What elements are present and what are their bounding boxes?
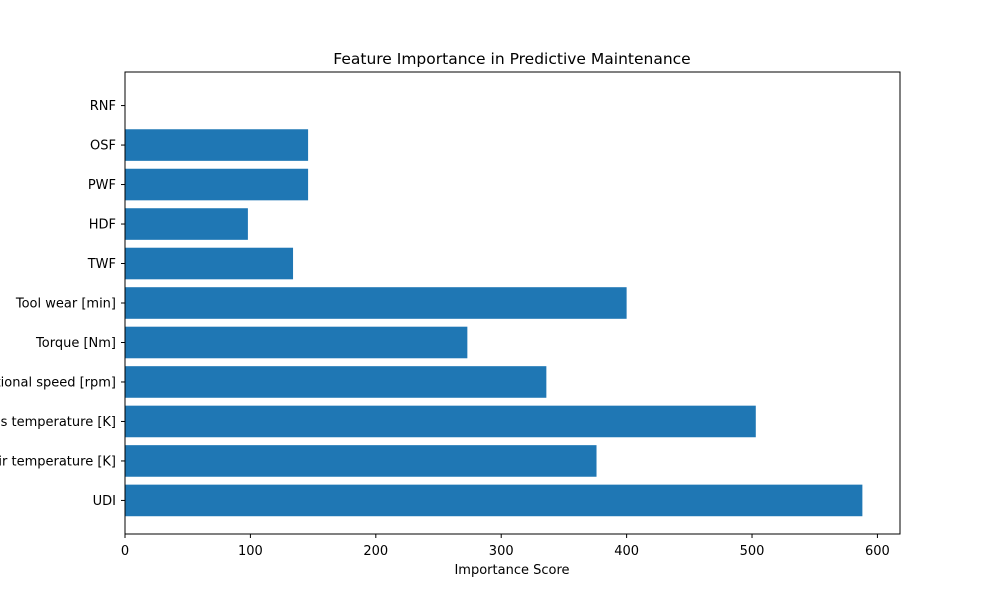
x-tick-label: 600 bbox=[865, 544, 890, 559]
x-axis-title: Importance Score bbox=[454, 563, 569, 578]
bar-0 bbox=[125, 484, 863, 517]
bar-5 bbox=[125, 287, 627, 319]
bar-7 bbox=[125, 208, 248, 240]
y-tick-label: Tool wear [min] bbox=[15, 297, 116, 312]
bar-8 bbox=[125, 168, 309, 201]
y-tick-label: Air temperature [K] bbox=[0, 454, 116, 469]
bar-6 bbox=[125, 247, 294, 280]
y-tick-label: UDI bbox=[93, 494, 116, 509]
x-tick-label: 400 bbox=[614, 544, 639, 559]
plot-frame bbox=[124, 71, 901, 535]
bar-4 bbox=[125, 326, 468, 359]
bar-9 bbox=[125, 129, 309, 161]
x-axis-ticks: 0 100 200 300 400 500 600 bbox=[121, 534, 890, 559]
bar-3 bbox=[125, 366, 547, 398]
x-tick-label: 0 bbox=[121, 544, 129, 559]
bar-1 bbox=[125, 445, 597, 477]
y-tick-label: RNF bbox=[90, 99, 116, 114]
y-tick-label: TWF bbox=[87, 257, 116, 272]
y-tick-label: Torque [Nm] bbox=[35, 336, 116, 351]
y-axis-ticks: UDI Air temperature [K] Process temperatur… bbox=[0, 99, 125, 509]
bar-2 bbox=[125, 405, 756, 438]
x-tick-label: 100 bbox=[238, 544, 263, 559]
bars-group bbox=[125, 129, 863, 517]
x-tick-label: 500 bbox=[740, 544, 765, 559]
x-tick-label: 300 bbox=[489, 544, 514, 559]
y-tick-label: Rotational speed [rpm] bbox=[0, 375, 116, 390]
y-tick-label: OSF bbox=[90, 139, 116, 154]
x-tick-label: 200 bbox=[363, 544, 388, 559]
y-tick-label: Process temperature [K] bbox=[0, 415, 116, 430]
y-tick-label: PWF bbox=[88, 178, 116, 193]
chart-title: Feature Importance in Predictive Mainten… bbox=[333, 50, 690, 68]
y-tick-label: HDF bbox=[89, 218, 116, 233]
